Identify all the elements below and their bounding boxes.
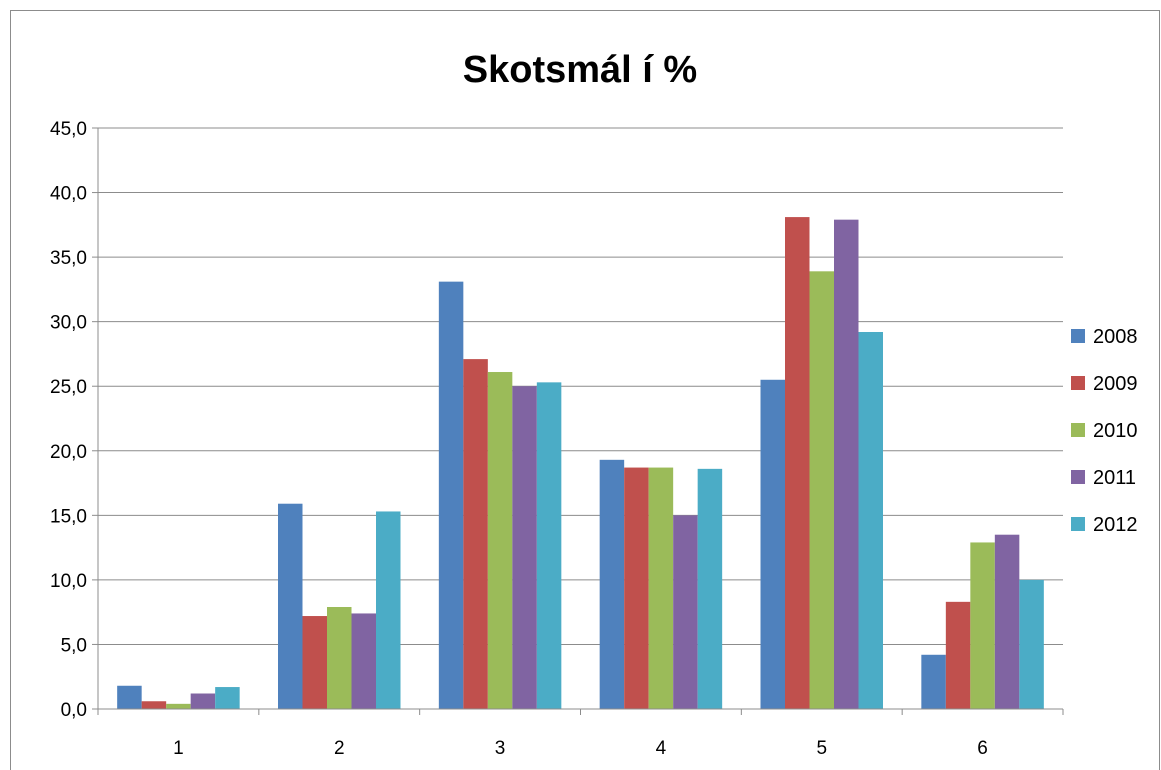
legend-label-2010: 2010 xyxy=(1093,420,1138,442)
bar-2008-cat-6 xyxy=(921,654,946,709)
bar-2010-cat-3 xyxy=(487,372,513,709)
legend: 2008 2009 2010 2011 2012 xyxy=(1071,326,1138,536)
bar-2008-cat-4 xyxy=(599,459,625,709)
bar-2008-cat-5 xyxy=(760,379,785,709)
bar-2011-cat-2 xyxy=(351,613,376,709)
bar-2010-cat-6 xyxy=(970,542,995,709)
chart-title: Skotsmál í % xyxy=(463,49,697,91)
legend-label-2008: 2008 xyxy=(1093,326,1138,348)
legend-swatch-2011 xyxy=(1071,470,1085,484)
y-tick-label: 10,0 xyxy=(50,571,87,592)
bar-2008-cat-3 xyxy=(438,281,464,709)
x-tick-label: 4 xyxy=(656,738,667,759)
y-tick-label: 40,0 xyxy=(50,184,87,205)
bar-2012-cat-2 xyxy=(376,511,401,709)
bar-2010-cat-1 xyxy=(166,703,191,709)
bar-2009-cat-6 xyxy=(945,601,971,709)
gridlines xyxy=(98,127,1063,645)
bar-2008-cat-1 xyxy=(117,685,142,709)
legend-swatch-2008 xyxy=(1071,329,1085,343)
bar-2010-cat-4 xyxy=(648,467,674,709)
bar-2012-cat-4 xyxy=(697,468,723,709)
x-tick-label: 5 xyxy=(816,738,827,759)
y-tick-label: 0,0 xyxy=(61,700,87,721)
legend-label-2009: 2009 xyxy=(1093,373,1138,395)
bar-2011-cat-6 xyxy=(994,534,1020,709)
y-tick-label: 30,0 xyxy=(50,313,87,334)
bar-2012-cat-1 xyxy=(215,687,240,709)
bar-2009-cat-4 xyxy=(624,467,649,709)
bar-2009-cat-5 xyxy=(785,217,810,709)
bar-2012-cat-6 xyxy=(1019,579,1044,709)
legend-swatch-2010 xyxy=(1071,423,1085,437)
bar-2011-cat-5 xyxy=(834,219,859,709)
y-tick-label: 15,0 xyxy=(50,506,87,527)
y-tick-label: 25,0 xyxy=(50,377,87,398)
y-tick-label: 20,0 xyxy=(50,442,87,463)
axes: 0,0 5,0 10,0 15,0 20,0 25,0 30,0 35,0 40,0 45,0 1 2… xyxy=(50,119,1064,759)
bar-2012-cat-3 xyxy=(536,382,562,709)
bar-2011-cat-4 xyxy=(673,515,698,709)
legend-swatch-2012 xyxy=(1071,517,1085,531)
y-tick-label: 35,0 xyxy=(50,248,87,269)
y-tick-label: 5,0 xyxy=(61,635,87,656)
y-tick-label: 45,0 xyxy=(50,119,87,140)
bar-2009-cat-2 xyxy=(302,616,327,709)
legend-label-2011: 2011 xyxy=(1093,467,1136,489)
bar-2010-cat-2 xyxy=(327,607,352,709)
bars xyxy=(117,217,1044,709)
legend-swatch-2009 xyxy=(1071,376,1085,390)
bar-2012-cat-5 xyxy=(858,331,883,709)
bar-2010-cat-5 xyxy=(809,271,834,709)
bar-2009-cat-3 xyxy=(463,359,488,709)
bar-2008-cat-2 xyxy=(278,503,303,709)
bar-2011-cat-1 xyxy=(190,693,216,709)
x-tick-label: 1 xyxy=(173,738,184,759)
x-tick-label: 6 xyxy=(977,738,988,759)
bar-2011-cat-3 xyxy=(512,386,537,709)
bar-2009-cat-1 xyxy=(141,701,167,709)
legend-label-2012: 2012 xyxy=(1093,514,1138,536)
x-tick-label: 2 xyxy=(334,738,345,759)
x-tick-label: 3 xyxy=(495,738,506,759)
